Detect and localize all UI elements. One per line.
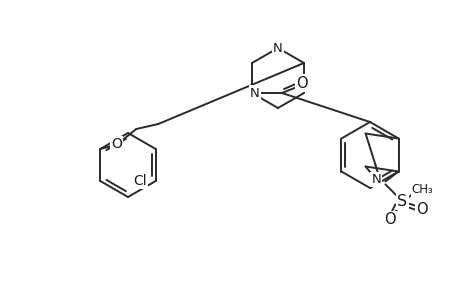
Text: CH₃: CH₃ [411,183,432,196]
Text: N: N [371,173,381,186]
Text: O: O [416,202,427,217]
Text: O: O [296,76,307,91]
Text: O: O [111,137,122,151]
Text: Cl: Cl [133,174,146,188]
Text: N: N [273,41,282,55]
Text: O: O [384,212,395,227]
Text: S: S [397,194,407,209]
Text: N: N [250,86,259,100]
